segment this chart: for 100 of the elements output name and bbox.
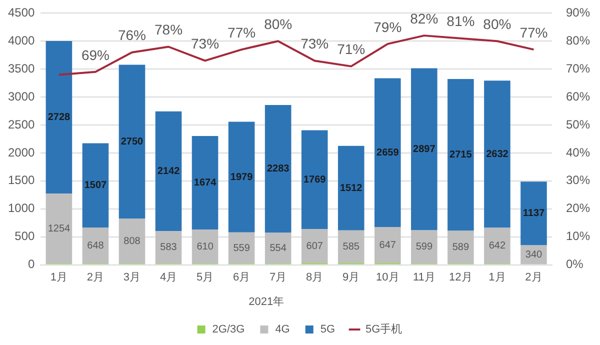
data-label: 1769 bbox=[303, 174, 326, 186]
data-label: 73% bbox=[300, 36, 329, 52]
data-label: 2283 bbox=[266, 164, 290, 175]
y-tick-label: 0 bbox=[28, 257, 36, 272]
y2-tick-label: 90% bbox=[566, 6, 590, 20]
data-label: 610 bbox=[196, 241, 214, 252]
y2-tick-label: 50% bbox=[566, 117, 590, 132]
x-tick-label: 8月 bbox=[306, 271, 324, 284]
data-label: 81% bbox=[446, 13, 475, 30]
data-label: 73% bbox=[191, 36, 220, 52]
y-tick-label: 500 bbox=[14, 229, 36, 244]
data-label: 642 bbox=[488, 240, 506, 252]
data-label: 2728 bbox=[48, 112, 71, 124]
bar bbox=[301, 130, 328, 230]
x-tick-label: 5月 bbox=[196, 271, 214, 284]
data-label: 1674 bbox=[194, 178, 217, 189]
bar bbox=[82, 143, 109, 228]
bar bbox=[520, 245, 547, 264]
bar bbox=[411, 230, 438, 264]
bar bbox=[484, 228, 510, 264]
data-label: 340 bbox=[525, 249, 542, 260]
data-label: 80% bbox=[264, 16, 292, 32]
bar bbox=[411, 68, 438, 230]
bar bbox=[118, 218, 146, 264]
data-label: 585 bbox=[342, 242, 360, 253]
bar bbox=[192, 136, 218, 230]
y2-tick-label: 70% bbox=[566, 61, 590, 76]
data-label: 79% bbox=[374, 18, 402, 35]
x-tick-label: 2月 bbox=[86, 271, 104, 284]
data-label: 607 bbox=[306, 240, 324, 252]
bar bbox=[228, 122, 255, 232]
data-label: 76% bbox=[118, 27, 146, 44]
y2-tick-label: 10% bbox=[566, 229, 590, 244]
x-tick-label: 1月 bbox=[488, 271, 506, 284]
data-label: 2897 bbox=[413, 144, 436, 155]
legend-label: 4G bbox=[275, 324, 290, 336]
x-tick-label: 9月 bbox=[342, 271, 360, 284]
data-label: 2715 bbox=[450, 150, 472, 161]
legend-label: 2G/3G bbox=[212, 324, 245, 336]
x-tick-label: 11月 bbox=[412, 271, 436, 284]
data-label: 1254 bbox=[48, 223, 71, 234]
data-label: 2632 bbox=[486, 148, 509, 160]
data-label: 78% bbox=[154, 22, 183, 38]
y2-tick-label: 30% bbox=[566, 173, 590, 188]
y-tick-label: 4000 bbox=[8, 33, 36, 48]
y-tick-label: 2000 bbox=[8, 145, 36, 160]
bar bbox=[301, 229, 328, 264]
bar bbox=[448, 78, 474, 231]
bar bbox=[46, 41, 72, 194]
bar bbox=[338, 146, 364, 230]
x-tick-label: 2月 bbox=[525, 271, 542, 284]
x-tick-label: 3月 bbox=[123, 271, 141, 284]
data-label: 2142 bbox=[157, 166, 180, 177]
x-tick-label: 7月 bbox=[270, 271, 287, 284]
bar bbox=[374, 78, 401, 227]
data-label: 80% bbox=[483, 16, 512, 32]
data-label: 77% bbox=[520, 24, 548, 40]
data-label: 647 bbox=[379, 240, 396, 251]
data-label: 583 bbox=[160, 242, 178, 254]
bar bbox=[338, 230, 364, 264]
bar bbox=[192, 230, 218, 264]
legend-label: 5G bbox=[320, 324, 336, 336]
data-label: 808 bbox=[124, 236, 141, 247]
bar bbox=[82, 227, 109, 264]
y-tick-label: 2500 bbox=[8, 117, 36, 132]
data-label: 2659 bbox=[376, 147, 400, 158]
y2-tick-label: 0% bbox=[566, 257, 584, 272]
y-tick-label: 3500 bbox=[8, 61, 36, 76]
x-tick-label: 10月 bbox=[376, 271, 400, 284]
y2-tick-label: 20% bbox=[566, 201, 590, 216]
y-tick-label: 1000 bbox=[8, 201, 36, 216]
legend-label: 5G手机 bbox=[366, 322, 402, 336]
text: 2021年 bbox=[248, 296, 284, 308]
bar bbox=[264, 232, 292, 264]
bar bbox=[264, 105, 292, 233]
data-label: 1979 bbox=[230, 172, 254, 183]
y2-tick-label: 60% bbox=[566, 89, 590, 104]
bar bbox=[520, 182, 547, 246]
data-label: 71% bbox=[337, 41, 366, 58]
x-tick-label: 12月 bbox=[449, 271, 472, 284]
bar bbox=[374, 226, 401, 264]
bar bbox=[448, 230, 474, 264]
bar bbox=[155, 231, 182, 264]
data-label: 1137 bbox=[522, 208, 546, 220]
bar bbox=[155, 111, 182, 232]
data-label: 69% bbox=[81, 46, 110, 63]
data-label: 82% bbox=[410, 10, 438, 26]
y2-tick-label: 80% bbox=[566, 33, 590, 48]
y-tick-label: 4500 bbox=[8, 6, 36, 20]
x-tick-label: 6月 bbox=[232, 271, 250, 284]
y-tick-label: 1500 bbox=[8, 173, 36, 188]
data-label: 599 bbox=[416, 242, 433, 253]
data-label: 559 bbox=[233, 242, 250, 254]
data-label: 77% bbox=[228, 24, 256, 40]
data-label: 1507 bbox=[84, 180, 108, 192]
x-tick-label: 4月 bbox=[160, 271, 178, 284]
bar bbox=[118, 64, 146, 219]
bar bbox=[484, 80, 510, 228]
data-label: 648 bbox=[87, 240, 104, 252]
data-label: 1512 bbox=[340, 182, 363, 194]
